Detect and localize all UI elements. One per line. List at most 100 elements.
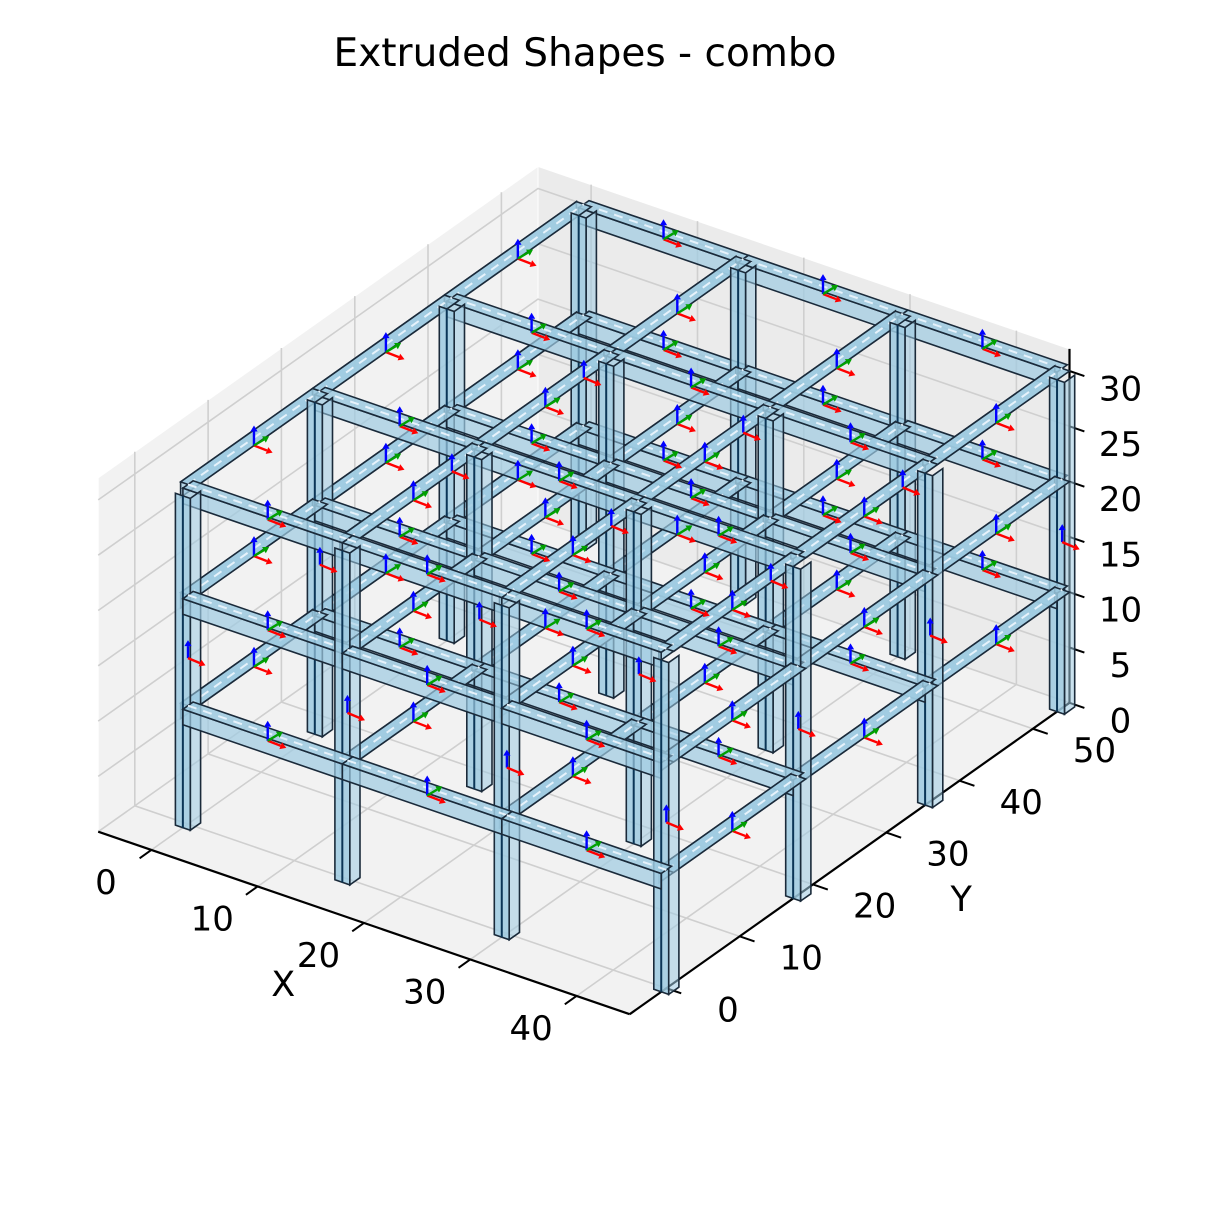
local-y-arrow bbox=[863, 509, 875, 518]
local-x-arrow bbox=[412, 499, 427, 507]
local-z-arrow-head bbox=[739, 414, 747, 421]
local-x-arrow-head bbox=[744, 611, 751, 619]
local-z-arrow-head bbox=[767, 562, 775, 569]
local-y-arrow bbox=[267, 623, 279, 632]
local-y-arrow bbox=[517, 472, 529, 481]
local-x-arrow-head bbox=[1007, 535, 1015, 542]
local-x-arrow bbox=[770, 579, 784, 587]
local-x-arrow bbox=[506, 766, 520, 774]
z-tick-label: 10 bbox=[1099, 591, 1142, 631]
local-y-arrow-head bbox=[831, 285, 839, 292]
local-x-arrow-head bbox=[677, 824, 684, 831]
local-y-arrow-head bbox=[526, 470, 533, 477]
local-x-arrow-head bbox=[425, 501, 432, 509]
local-y-arrow bbox=[544, 399, 556, 408]
local-x-arrow-head bbox=[543, 334, 551, 342]
local-y-arrow-head bbox=[262, 657, 270, 664]
local-x-arrow bbox=[586, 627, 601, 636]
y-tick-label: 30 bbox=[926, 835, 969, 875]
local-z-arrow-head bbox=[541, 608, 549, 614]
local-x-arrow bbox=[399, 646, 414, 654]
local-y-arrow bbox=[267, 512, 279, 521]
local-x-arrow-head bbox=[330, 566, 338, 573]
local-y-arrow-head bbox=[594, 841, 602, 848]
local-y-arrow-head bbox=[671, 230, 679, 237]
y-axis-line bbox=[629, 701, 1071, 1016]
local-z-arrow-head bbox=[673, 293, 681, 300]
local-x-arrow-head bbox=[265, 557, 273, 565]
local-axis-arrows bbox=[184, 219, 1080, 859]
local-x-arrow bbox=[517, 478, 532, 486]
local-y-arrow-head bbox=[872, 617, 880, 624]
local-z-arrow-head bbox=[607, 508, 615, 514]
local-x-arrow-head bbox=[1007, 645, 1015, 653]
local-x-arrow-head bbox=[913, 489, 921, 496]
local-x-arrow-head bbox=[397, 353, 405, 361]
local-z-arrow-head bbox=[541, 386, 549, 393]
local-y-arrow bbox=[731, 602, 743, 611]
local-y-arrow-head bbox=[421, 491, 429, 498]
local-y-arrow bbox=[586, 843, 598, 852]
y-tick-label: 20 bbox=[853, 887, 896, 927]
y-tick-label: 10 bbox=[780, 939, 823, 979]
local-x-arrow-head bbox=[490, 621, 497, 628]
local-x-arrow-head bbox=[730, 537, 738, 544]
local-y-arrow-head bbox=[421, 601, 429, 608]
local-x-arrow-head bbox=[358, 714, 365, 722]
local-x-arrow-head bbox=[876, 739, 883, 746]
local-y-arrow bbox=[586, 732, 598, 741]
y-axis-label: Y bbox=[950, 880, 973, 920]
local-x-arrow bbox=[319, 563, 333, 571]
local-x-arrow-head bbox=[543, 555, 551, 563]
local-y-arrow-head bbox=[990, 450, 998, 457]
local-x-arrow-head bbox=[994, 571, 1001, 579]
x-tick-mark bbox=[245, 885, 259, 896]
local-y-arrow bbox=[676, 416, 688, 426]
local-z-arrow-head bbox=[659, 440, 668, 447]
local-x-arrow-head bbox=[557, 629, 564, 637]
local-x-arrow bbox=[982, 568, 996, 577]
local-z-arrow-head bbox=[978, 550, 986, 556]
local-z-arrow-head bbox=[409, 701, 417, 708]
local-x-arrow bbox=[822, 403, 837, 411]
local-y-arrow bbox=[426, 677, 438, 686]
local-y-arrow-head bbox=[435, 675, 443, 682]
local-z-arrow-head bbox=[833, 458, 841, 465]
local-z-arrow-head bbox=[184, 640, 192, 647]
local-y-arrow-head bbox=[699, 489, 707, 496]
local-x-arrow-head bbox=[940, 637, 948, 644]
x-tick-label: 20 bbox=[297, 936, 340, 976]
local-x-arrow-head bbox=[570, 703, 578, 711]
local-z-arrow-head bbox=[860, 717, 868, 724]
local-z-arrow-head bbox=[926, 617, 934, 624]
local-x-arrow-head bbox=[411, 427, 419, 435]
local-x-arrow bbox=[426, 683, 441, 692]
local-z-arrow-head bbox=[250, 536, 258, 543]
z-tick-label: 30 bbox=[1099, 370, 1142, 410]
local-y-arrow bbox=[385, 566, 397, 575]
local-z-arrow-head bbox=[382, 442, 390, 449]
local-x-arrow-head bbox=[279, 631, 287, 639]
local-x-arrow bbox=[558, 479, 573, 488]
local-y-arrow bbox=[717, 639, 730, 648]
local-y-arrow bbox=[399, 640, 411, 649]
local-z-arrow-head bbox=[794, 710, 802, 717]
local-z-arrow-head bbox=[899, 469, 907, 476]
local-z-arrow-head bbox=[819, 274, 827, 281]
local-x-arrow-head bbox=[570, 482, 578, 490]
local-z-arrow-head bbox=[687, 588, 695, 595]
y-tick-mark bbox=[739, 935, 755, 943]
local-y-arrow bbox=[662, 342, 675, 351]
local-x-arrow bbox=[426, 794, 441, 802]
local-y-arrow bbox=[662, 453, 675, 462]
local-x-arrow bbox=[995, 532, 1010, 540]
local-x-arrow bbox=[995, 642, 1010, 651]
local-x-arrow bbox=[517, 368, 532, 376]
local-y-arrow bbox=[704, 675, 716, 684]
local-x-arrow bbox=[929, 634, 943, 642]
local-x-arrow bbox=[663, 348, 677, 357]
local-y-arrow-head bbox=[526, 249, 533, 256]
local-y-arrow-head bbox=[539, 544, 547, 551]
local-x-arrow-head bbox=[716, 684, 724, 692]
